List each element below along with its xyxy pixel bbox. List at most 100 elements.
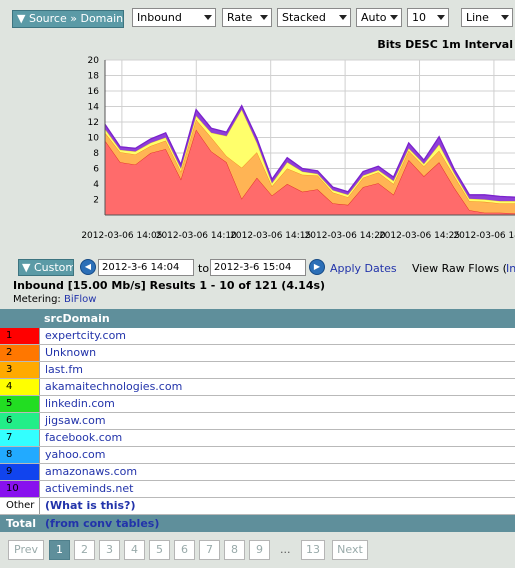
table-row-total: Total (from conv tables): [0, 515, 515, 532]
domain-link[interactable]: Unknown: [45, 346, 97, 359]
metering-link[interactable]: BiFlow: [64, 294, 97, 305]
page-button-7[interactable]: 7: [199, 540, 220, 560]
domain-link[interactable]: facebook.com: [45, 431, 123, 444]
chevron-down-icon: [204, 15, 212, 20]
count-select[interactable]: 10: [407, 8, 449, 27]
metering-line: Metering: BiFlow: [13, 294, 96, 305]
chevron-down-icon: [339, 15, 347, 20]
domain-link[interactable]: linkedin.com: [45, 397, 115, 410]
y-tick-label: 14: [88, 103, 100, 113]
to-label: to: [198, 262, 210, 275]
apply-dates-link[interactable]: Apply Dates: [330, 262, 397, 275]
domain-link[interactable]: amazonaws.com: [45, 465, 138, 478]
rank-cell: 9: [0, 464, 40, 480]
page-button-9[interactable]: 9: [249, 540, 270, 560]
domains-table: srcDomain 1 expertcity.com 2 Unknown 3 last.f…: [0, 309, 515, 532]
triangle-down-icon: ▼: [22, 261, 31, 274]
x-tick-label: 2012-03-06 14:05: [81, 231, 162, 241]
from-date-input[interactable]: 2012-3-6 14:04: [98, 259, 194, 276]
rank-cell: 6: [0, 413, 40, 429]
to-date-input[interactable]: 2012-3-6 15:04: [210, 259, 306, 276]
page-button-last[interactable]: 13: [301, 540, 325, 560]
series-area-3: [105, 109, 515, 204]
source-domains-button[interactable]: ▼ Source » Domains: [12, 10, 124, 28]
rank-cell: 10: [0, 481, 40, 497]
page-button-4[interactable]: 4: [124, 540, 145, 560]
x-tick-label: 2012-03-06 14:15: [230, 231, 311, 241]
mode-value: Stacked: [282, 11, 326, 24]
count-value: 10: [412, 11, 426, 24]
page-button-6[interactable]: 6: [174, 540, 195, 560]
table-row: 1 expertcity.com: [0, 328, 515, 345]
custom-range-button[interactable]: ▼ Custom: [18, 259, 74, 276]
y-tick-label: 10: [88, 134, 100, 144]
toolbar: ▼ Source » Domains Inbound Rate Stacked …: [0, 0, 515, 36]
style-select[interactable]: Line: [461, 8, 513, 27]
metric-value: Rate: [227, 11, 253, 24]
chevron-down-icon: [390, 15, 398, 20]
scale-select[interactable]: Auto: [356, 8, 402, 27]
y-tick-label: 2: [93, 196, 99, 206]
table-row: 4 akamaitechnologies.com: [0, 379, 515, 396]
prev-range-icon[interactable]: ◀: [80, 259, 96, 275]
metric-select[interactable]: Rate: [222, 8, 272, 27]
page-button-3[interactable]: 3: [99, 540, 120, 560]
page-button-8[interactable]: 8: [224, 540, 245, 560]
y-tick-label: 20: [88, 56, 100, 66]
series-area-2: [105, 119, 515, 214]
page-button-1[interactable]: 1: [49, 540, 70, 560]
from-conv-tables-link[interactable]: (from conv tables): [45, 517, 160, 530]
scale-value: Auto: [361, 11, 387, 24]
page-button-5[interactable]: 5: [149, 540, 170, 560]
domain-link[interactable]: activeminds.net: [45, 482, 134, 495]
domain-link[interactable]: akamaitechnologies.com: [45, 380, 183, 393]
prev-page-button[interactable]: Prev: [8, 540, 44, 560]
table-row: 5 linkedin.com: [0, 396, 515, 413]
table-row: 3 last.fm: [0, 362, 515, 379]
domain-link[interactable]: jigsaw.com: [45, 414, 106, 427]
triangle-down-icon: ▼: [17, 12, 26, 25]
raw-flows-in-link[interactable]: In: [506, 262, 515, 275]
domain-link[interactable]: expertcity.com: [45, 329, 127, 342]
table-row-other: Other (What is this?): [0, 498, 515, 515]
direction-select[interactable]: Inbound: [132, 8, 216, 27]
rank-cell: 1: [0, 328, 40, 344]
rank-cell: 8: [0, 447, 40, 463]
results-summary: Inbound [15.00 Mb/s] Results 1 - 10 of 1…: [13, 279, 326, 292]
table-row: 9 amazonaws.com: [0, 464, 515, 481]
table-row: 8 yahoo.com: [0, 447, 515, 464]
metering-label: Metering:: [13, 294, 61, 305]
table-row: 10 activeminds.net: [0, 481, 515, 498]
page-button-2[interactable]: 2: [74, 540, 95, 560]
chart-header: Bits DESC 1m Interval: [377, 38, 513, 51]
y-tick-label: 12: [88, 118, 99, 128]
rank-cell: 5: [0, 396, 40, 412]
mode-select[interactable]: Stacked: [277, 8, 351, 27]
style-value: Line: [466, 11, 489, 24]
rank-cell: 3: [0, 362, 40, 378]
table-row: 6 jigsaw.com: [0, 413, 515, 430]
domain-link[interactable]: last.fm: [45, 363, 83, 376]
series-area-1: [105, 129, 515, 215]
next-range-icon[interactable]: ▶: [309, 259, 325, 275]
y-tick-label: 4: [93, 180, 99, 190]
x-tick-label: 2012-03-06 14:20: [305, 231, 386, 241]
column-header-srcdomain[interactable]: srcDomain: [0, 309, 515, 328]
custom-range-label: Custom: [33, 261, 74, 274]
table-row: 2 Unknown: [0, 345, 515, 362]
y-tick-label: 6: [93, 165, 99, 175]
next-page-button[interactable]: Next: [332, 540, 368, 560]
x-tick-label: 2012-03-06 14:25: [379, 231, 460, 241]
rank-cell: 7: [0, 430, 40, 446]
table-body: 1 expertcity.com 2 Unknown 3 last.fm 4 akamaite…: [0, 328, 515, 498]
direction-value: Inbound: [137, 11, 182, 24]
total-label: Total: [6, 517, 37, 530]
domain-link[interactable]: yahoo.com: [45, 448, 106, 461]
x-tick-label: 2012-03-06 14:10: [156, 231, 237, 241]
y-tick-label: 18: [88, 72, 100, 82]
what-is-this-link[interactable]: (What is this?): [45, 499, 136, 512]
chevron-down-icon: [437, 15, 445, 20]
other-label: Other: [0, 498, 40, 514]
y-tick-label: 8: [93, 149, 99, 159]
